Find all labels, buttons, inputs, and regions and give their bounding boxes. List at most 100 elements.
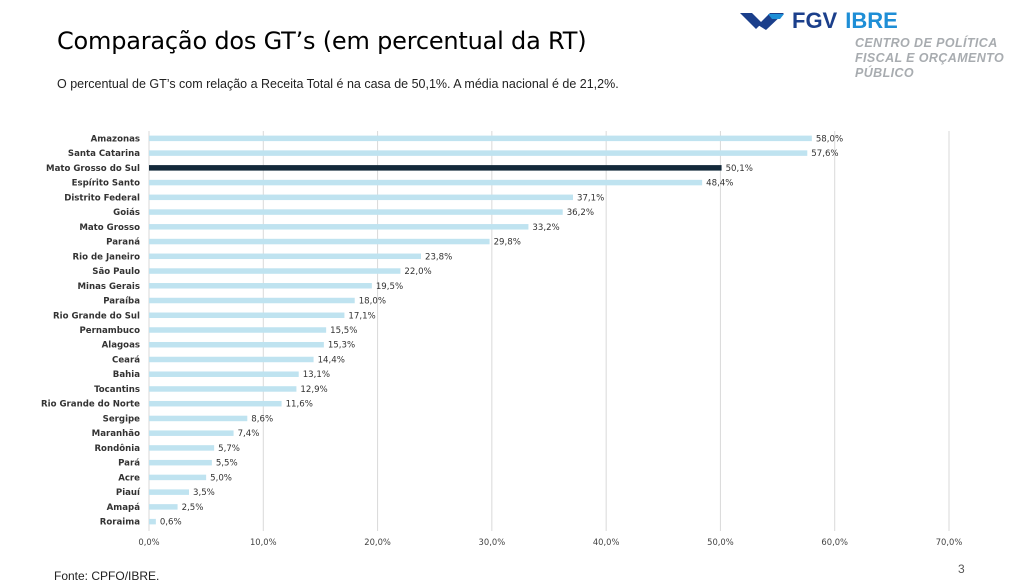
value-label: 8,6% bbox=[251, 414, 273, 424]
bar bbox=[149, 238, 490, 245]
category-label: Rio Grande do Norte bbox=[41, 400, 140, 410]
logo-tagline-line: FISCAL E ORÇAMENTO bbox=[855, 51, 1005, 65]
value-label: 33,2% bbox=[532, 223, 559, 233]
bar bbox=[149, 489, 189, 495]
category-label: Pernambuco bbox=[79, 326, 140, 336]
bar bbox=[149, 150, 808, 156]
page-title: Comparação dos GT’s (em percentual da RT… bbox=[57, 27, 587, 55]
fgv-ibre-logo: FGV IBRE CENTRO DE POLÍTICA FISCAL E ORÇA… bbox=[740, 8, 1020, 88]
category-label: Mato Grosso bbox=[79, 223, 140, 233]
x-tick-label: 20,0% bbox=[364, 537, 391, 547]
logo-tagline: CENTRO DE POLÍTICA FISCAL E ORÇAMENTO PÚBL… bbox=[855, 36, 1004, 81]
bar-highlight bbox=[149, 165, 722, 171]
category-label: Sergipe bbox=[103, 414, 141, 424]
x-tick-label: 70,0% bbox=[936, 537, 963, 547]
bar bbox=[149, 341, 324, 348]
category-label: Goiás bbox=[113, 208, 140, 218]
category-label: Rondônia bbox=[94, 443, 140, 454]
value-label: 18,0% bbox=[359, 297, 386, 307]
value-label: 5,7% bbox=[218, 444, 240, 454]
value-label: 29,8% bbox=[494, 238, 521, 248]
x-tick-label: 60,0% bbox=[821, 537, 848, 547]
bar bbox=[149, 400, 282, 407]
bar bbox=[149, 518, 156, 525]
x-tick-label: 0,0% bbox=[138, 537, 159, 547]
value-label: 7,4% bbox=[238, 429, 260, 439]
category-label: Rio Grande do Sul bbox=[53, 311, 140, 321]
page-number: 3 bbox=[958, 562, 965, 576]
value-label: 3,5% bbox=[193, 488, 215, 498]
bar bbox=[149, 283, 372, 289]
category-label: Espírito Santo bbox=[72, 179, 140, 189]
category-label: Bahia bbox=[113, 370, 140, 380]
bar bbox=[149, 386, 297, 392]
bar bbox=[149, 268, 401, 274]
value-label: 57,6% bbox=[811, 149, 838, 159]
category-label: Santa Catarina bbox=[68, 149, 140, 159]
bar bbox=[149, 135, 812, 142]
bar bbox=[149, 179, 703, 186]
bar bbox=[149, 474, 207, 481]
bar bbox=[149, 356, 314, 363]
category-label: Acre bbox=[118, 473, 140, 483]
bar bbox=[149, 371, 299, 377]
fgv-chevron-logo-icon bbox=[740, 13, 784, 30]
x-tick-label: 40,0% bbox=[593, 537, 620, 547]
bar bbox=[149, 312, 345, 319]
value-label: 23,8% bbox=[425, 252, 452, 262]
x-tick-label: 10,0% bbox=[250, 537, 277, 547]
logo-tagline-line: CENTRO DE POLÍTICA bbox=[855, 36, 998, 50]
x-tick-label: 50,0% bbox=[707, 537, 734, 547]
value-label: 19,5% bbox=[376, 282, 403, 292]
category-label: Pará bbox=[118, 459, 140, 469]
category-label: Paraná bbox=[106, 238, 140, 248]
category-label: Alagoas bbox=[102, 341, 140, 351]
logo-tagline-line: PÚBLICO bbox=[855, 66, 915, 80]
bar bbox=[149, 504, 178, 510]
category-label: Distrito Federal bbox=[64, 193, 140, 203]
category-label: Ceará bbox=[112, 355, 140, 365]
value-label: 50,1% bbox=[726, 164, 753, 174]
value-label: 0,6% bbox=[160, 518, 182, 528]
category-label: Minas Gerais bbox=[77, 282, 140, 292]
bar bbox=[149, 459, 212, 466]
bar bbox=[149, 415, 248, 422]
logo-brand: FGV bbox=[792, 8, 838, 33]
bar bbox=[149, 297, 355, 304]
value-label: 36,2% bbox=[567, 208, 594, 218]
category-label: Roraima bbox=[100, 518, 140, 528]
value-label: 2,5% bbox=[182, 503, 204, 513]
value-label: 58,0% bbox=[816, 134, 843, 144]
category-label: Paraíba bbox=[103, 297, 140, 307]
category-label: Mato Grosso do Sul bbox=[46, 164, 140, 174]
value-label: 13,1% bbox=[303, 370, 330, 380]
value-label: 15,3% bbox=[328, 341, 355, 351]
bar bbox=[149, 194, 573, 201]
category-label: Tocantins bbox=[94, 385, 140, 395]
bar bbox=[149, 327, 327, 333]
category-label: Amazonas bbox=[91, 134, 140, 144]
bar bbox=[149, 430, 234, 436]
x-tick-label: 30,0% bbox=[479, 537, 506, 547]
bar bbox=[149, 209, 563, 215]
page-subtitle: O percentual de GT’s com relação a Recei… bbox=[57, 77, 619, 91]
category-label: São Paulo bbox=[92, 267, 140, 277]
value-label: 5,5% bbox=[216, 459, 238, 469]
value-label: 14,4% bbox=[318, 355, 345, 365]
value-label: 17,1% bbox=[348, 311, 375, 321]
category-label: Amapá bbox=[107, 503, 141, 513]
value-label: 15,5% bbox=[330, 326, 357, 336]
value-label: 11,6% bbox=[286, 400, 313, 410]
bar bbox=[149, 445, 215, 451]
category-label: Piauí bbox=[116, 488, 141, 498]
bar bbox=[149, 253, 421, 260]
value-label: 37,1% bbox=[577, 193, 604, 203]
logo-brand-secondary: IBRE bbox=[845, 8, 898, 33]
bar bbox=[149, 224, 529, 230]
category-label: Maranhão bbox=[92, 429, 140, 439]
value-label: 48,4% bbox=[706, 179, 733, 189]
value-label: 22,0% bbox=[404, 267, 431, 277]
category-label: Rio de Janeiro bbox=[73, 252, 141, 262]
value-label: 5,0% bbox=[210, 473, 232, 483]
